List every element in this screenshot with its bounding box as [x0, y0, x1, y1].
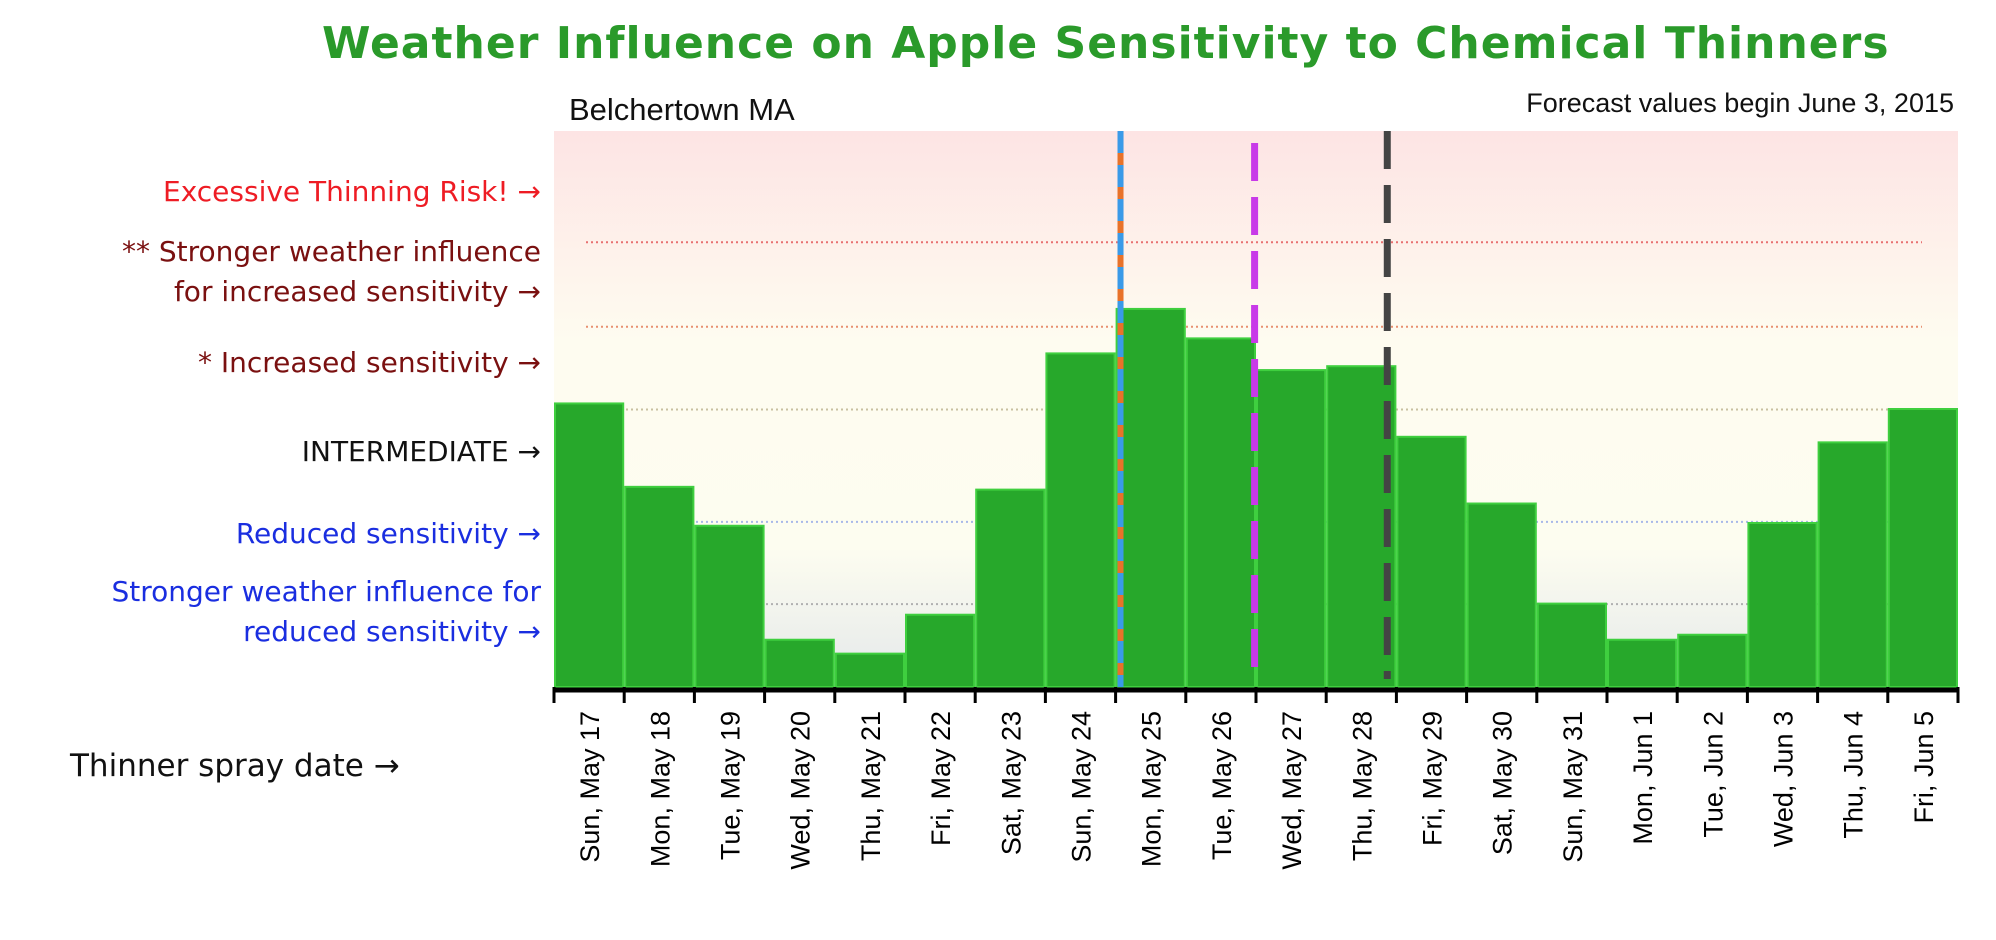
x-tick-label: Tue, May 19 — [716, 711, 746, 860]
level-label-line: for increased sensitivity → — [173, 275, 541, 308]
bar — [1677, 633, 1748, 689]
x-tick-label: Thu, May 28 — [1347, 711, 1377, 861]
bar — [694, 524, 765, 689]
level-label-line: INTERMEDIATE → — [301, 435, 541, 468]
bar — [1185, 337, 1257, 688]
x-tick-label: Sun, May 17 — [575, 711, 605, 863]
location-label: Belchertown MA — [569, 92, 795, 127]
chart-title: Weather Influence on Apple Sensitivity t… — [322, 18, 1890, 69]
level-label: INTERMEDIATE → — [302, 432, 541, 472]
level-label-line: Excessive Thinning Risk! → — [163, 175, 541, 208]
forecast-note: Forecast values begin June 3, 2015 — [1526, 88, 1954, 118]
x-tick-label: Sun, May 31 — [1558, 711, 1588, 863]
x-tick-label: Wed, Jun 3 — [1769, 711, 1799, 847]
x-tick-label: Sat, May 30 — [1488, 711, 1518, 855]
level-label-line: ** Stronger weather influence — [122, 235, 541, 268]
level-label: ** Stronger weather influence for increas… — [122, 232, 541, 312]
bar — [975, 488, 1046, 688]
bar — [905, 613, 976, 688]
x-tick-label: Fri, May 22 — [926, 711, 956, 846]
x-tick-label: Tue, Jun 2 — [1698, 711, 1728, 838]
bar — [1466, 502, 1537, 688]
bar — [1607, 638, 1678, 688]
level-label-line: Reduced sensitivity → — [235, 517, 541, 550]
x-tick-label: Wed, May 27 — [1277, 711, 1307, 870]
x-tick-label: Mon, May 18 — [645, 711, 675, 867]
level-label-line: Stronger weather influence for — [111, 575, 542, 608]
bar — [624, 485, 695, 688]
x-tick-label: Tue, May 26 — [1207, 711, 1237, 860]
bar — [1887, 408, 1959, 688]
bar — [834, 652, 905, 689]
x-tick-label: Thu, Jun 4 — [1839, 711, 1869, 839]
bar — [1817, 441, 1888, 688]
bar — [1045, 352, 1116, 688]
level-label: Reduced sensitivity → — [236, 514, 541, 554]
level-label: Stronger weather influence for reduced se… — [112, 572, 542, 652]
bar — [1396, 435, 1467, 688]
level-label-line: reduced sensitivity → — [243, 615, 541, 648]
bar — [1747, 521, 1818, 688]
x-tick-label: Thu, May 21 — [856, 711, 886, 861]
bar — [554, 402, 625, 688]
level-label-line: * Increased sensitivity → — [197, 346, 541, 379]
x-tick-label: Mon, May 25 — [1137, 711, 1167, 867]
x-tick-label: Mon, Jun 1 — [1628, 711, 1658, 845]
x-tick-label: Sun, May 24 — [1067, 711, 1097, 863]
x-axis-label: Thinner spray date → — [70, 748, 400, 784]
level-label: * Increased sensitivity → — [198, 343, 541, 383]
bar — [764, 638, 835, 688]
level-label: Excessive Thinning Risk! → — [163, 172, 541, 212]
x-tick-label: Wed, May 20 — [786, 711, 816, 870]
x-tick-label: Fri, May 29 — [1418, 711, 1448, 846]
bar — [1256, 369, 1327, 688]
x-tick-label: Fri, Jun 5 — [1909, 711, 1939, 824]
bar — [1115, 307, 1186, 688]
x-tick-label: Sat, May 23 — [996, 711, 1026, 855]
bar — [1536, 602, 1608, 688]
